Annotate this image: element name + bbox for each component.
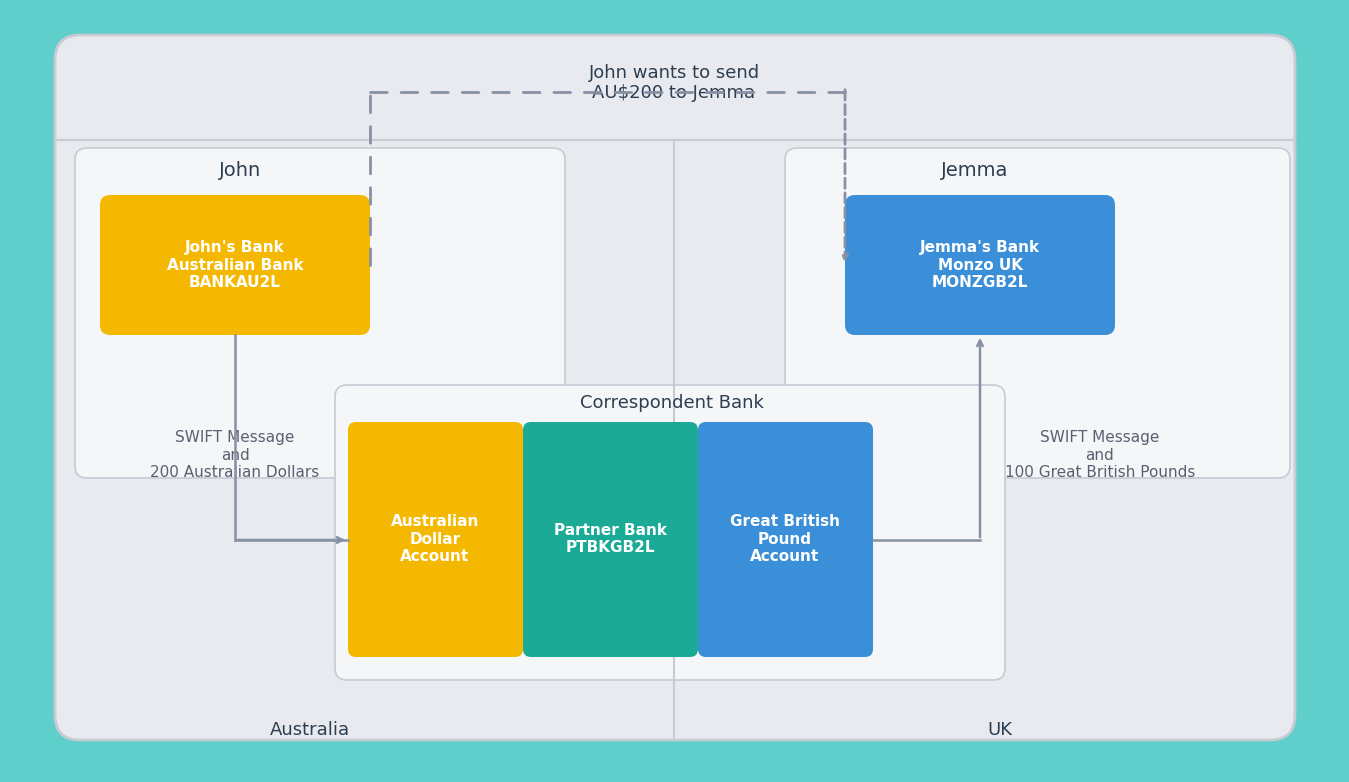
Text: Correspondent Bank: Correspondent Bank: [580, 394, 764, 412]
FancyBboxPatch shape: [785, 148, 1290, 478]
Text: SWIFT Message
and
100 Great British Pounds: SWIFT Message and 100 Great British Poun…: [1005, 430, 1195, 480]
FancyBboxPatch shape: [76, 148, 565, 478]
Text: SWIFT Message
and
200 Australian Dollars: SWIFT Message and 200 Australian Dollars: [150, 430, 320, 480]
FancyBboxPatch shape: [697, 422, 873, 657]
Text: John wants to send
AU$200 to Jemma: John wants to send AU$200 to Jemma: [588, 63, 759, 102]
Text: Partner Bank
PTBKGB2L: Partner Bank PTBKGB2L: [553, 523, 666, 555]
Text: John: John: [219, 160, 262, 180]
Text: Australia: Australia: [270, 721, 349, 739]
Text: John's Bank
Australian Bank
BANKAU2L: John's Bank Australian Bank BANKAU2L: [167, 240, 304, 290]
FancyBboxPatch shape: [523, 422, 697, 657]
Text: UK: UK: [987, 721, 1013, 739]
FancyBboxPatch shape: [348, 422, 523, 657]
FancyBboxPatch shape: [844, 195, 1116, 335]
Text: Jemma's Bank
Monzo UK
MONZGB2L: Jemma's Bank Monzo UK MONZGB2L: [920, 240, 1040, 290]
FancyBboxPatch shape: [335, 385, 1005, 680]
FancyBboxPatch shape: [55, 35, 1295, 740]
Text: Jemma: Jemma: [942, 160, 1009, 180]
Text: Australian
Dollar
Account: Australian Dollar Account: [391, 514, 479, 564]
Text: Great British
Pound
Account: Great British Pound Account: [730, 514, 840, 564]
FancyBboxPatch shape: [100, 195, 370, 335]
